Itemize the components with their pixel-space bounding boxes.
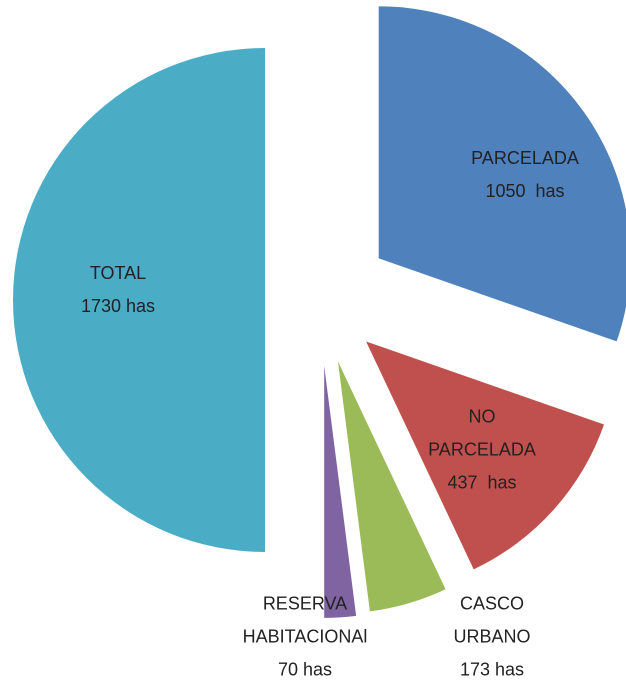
category-label: RESERVA HABITACIONAl bbox=[242, 593, 368, 647]
category-label: CASCO URBANO bbox=[453, 593, 531, 647]
pie-slice bbox=[337, 361, 446, 612]
slice-label: TOTAL 1730 has bbox=[58, 257, 178, 323]
value-label: 437 has bbox=[447, 472, 517, 493]
category-label: PARCELADA bbox=[471, 148, 579, 168]
slice-label: NO PARCELADA 437 has bbox=[425, 401, 540, 500]
pie-slice bbox=[13, 48, 265, 552]
pie-slice bbox=[324, 365, 357, 618]
slice-label: PARCELADA 1050 has bbox=[465, 142, 585, 208]
value-label: 70 has bbox=[277, 659, 333, 680]
value-label: 1050 has bbox=[485, 181, 565, 201]
category-label: NO PARCELADA bbox=[428, 406, 536, 460]
pie-slice bbox=[366, 341, 605, 570]
slice-label: CASCO URBANO 173 has bbox=[442, 588, 542, 687]
slice-label: RESERVA HABITACIONAl 70 has bbox=[235, 588, 375, 687]
value-label: 1730 has bbox=[80, 296, 156, 316]
pie-slice bbox=[378, 6, 626, 342]
value-label: 173 has bbox=[459, 659, 525, 680]
category-label: TOTAL bbox=[89, 263, 147, 283]
